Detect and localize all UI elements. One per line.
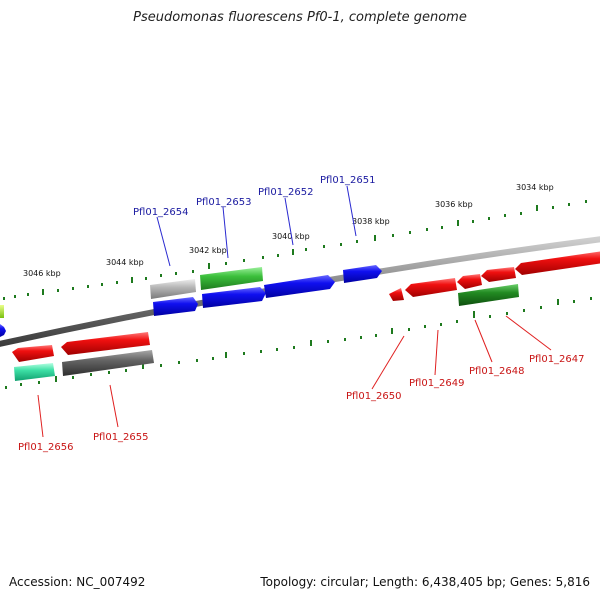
label-pfl01-2653[interactable]: Pfl01_2653 [196, 197, 252, 208]
feature-pfl01-2652[interactable] [264, 275, 335, 298]
label-leaders-minus [37, 315, 552, 438]
feature-pfl01-2647[interactable] [515, 250, 600, 275]
scale-label-3042: 3042 kbp [189, 246, 227, 255]
label-pfl01-2652[interactable]: Pfl01_2652 [258, 187, 314, 198]
feature-pfl01-2651[interactable] [343, 265, 382, 283]
scale-label-3034: 3034 kbp [516, 183, 554, 192]
plus-strand-features [0, 265, 382, 337]
feature-partial-left-blue[interactable] [0, 324, 6, 337]
feature-pfl01-2648-dark[interactable] [458, 284, 519, 306]
feature-pfl01-2650[interactable] [389, 288, 404, 301]
scale-label-3044: 3044 kbp [106, 258, 144, 267]
feature-pfl01-2654[interactable] [150, 279, 196, 299]
scale-label-3046: 3046 kbp [23, 269, 61, 278]
scale-label-3036: 3036 kbp [435, 200, 473, 209]
accession-text: Accession: NC_007492 [9, 575, 146, 589]
label-pfl01-2649[interactable]: Pfl01_2649 [409, 378, 465, 389]
label-pfl01-2648[interactable]: Pfl01_2648 [469, 366, 525, 377]
label-leaders-plus [156, 185, 357, 267]
map-title: Pseudomonas fluorescens Pf0-1, complete … [133, 10, 467, 25]
genome-summary-text: Topology: circular; Length: 6,438,405 bp… [260, 575, 590, 589]
plus-scale-ticks [3, 200, 587, 300]
minus-scale-ticks [5, 297, 592, 389]
feature-pfl01-2655[interactable] [62, 350, 154, 376]
feature-pfl01-2656[interactable] [14, 363, 55, 381]
scale-label-3038: 3038 kbp [352, 217, 390, 226]
label-pfl01-2654[interactable]: Pfl01_2654 [133, 207, 189, 218]
feature-partial-left-lime[interactable] [0, 305, 4, 318]
feature-minus-red-4[interactable] [481, 267, 516, 282]
minus-strand-features [12, 250, 600, 381]
feature-minus-red-3[interactable] [457, 274, 482, 289]
label-pfl01-2651[interactable]: Pfl01_2651 [320, 175, 376, 186]
feature-pfl01-2649[interactable] [405, 278, 457, 297]
feature-plus-blue-2[interactable] [202, 287, 266, 308]
label-pfl01-2647[interactable]: Pfl01_2647 [529, 354, 585, 365]
feature-plus-blue-1[interactable] [153, 297, 198, 316]
feature-minus-red-left-1[interactable] [12, 345, 54, 362]
feature-pfl01-2653[interactable] [200, 267, 263, 290]
scale-label-3040: 3040 kbp [272, 232, 310, 241]
feature-pfl01-2655-red[interactable] [61, 332, 150, 355]
label-pfl01-2650[interactable]: Pfl01_2650 [346, 391, 402, 402]
label-pfl01-2656[interactable]: Pfl01_2656 [18, 442, 74, 453]
label-pfl01-2655[interactable]: Pfl01_2655 [93, 432, 149, 443]
